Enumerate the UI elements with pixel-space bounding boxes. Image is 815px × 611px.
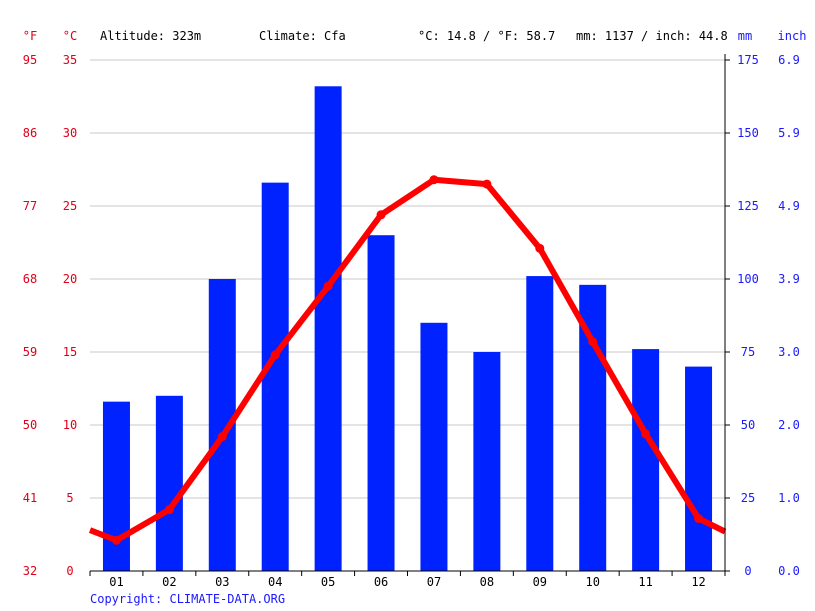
celsius-tick-label: 30 <box>63 126 77 140</box>
x-tick-label: 07 <box>427 575 441 589</box>
x-tick-label: 02 <box>162 575 176 589</box>
temperature-point <box>588 337 598 347</box>
mm-tick-label: 175 <box>737 53 759 67</box>
temperature-point <box>535 243 545 253</box>
x-tick-label: 09 <box>533 575 547 589</box>
mm-unit: mm <box>738 29 752 43</box>
precipitation-bar <box>579 284 607 571</box>
x-tick-label: 06 <box>374 575 388 589</box>
mm-tick-label: 100 <box>737 272 759 286</box>
fahrenheit-unit: °F <box>23 29 37 43</box>
temperature-point <box>429 175 439 185</box>
inch-tick-label: 2.0 <box>778 418 800 432</box>
fahrenheit-tick-label: 32 <box>23 564 37 578</box>
precipitation-bar <box>526 276 554 571</box>
mm-tick-label: 0 <box>744 564 751 578</box>
precipitation-bar <box>261 182 289 571</box>
x-tick-label: 01 <box>109 575 123 589</box>
temperature-point <box>376 210 386 220</box>
celsius-tick-label: 20 <box>63 272 77 286</box>
temperature-point <box>270 350 280 360</box>
inch-tick-label: 1.0 <box>778 491 800 505</box>
celsius-tick-label: 0 <box>66 564 73 578</box>
celsius-unit: °C <box>63 29 77 43</box>
x-tick-label: 08 <box>480 575 494 589</box>
temperature-point <box>217 432 227 442</box>
mm-tick-label: 125 <box>737 199 759 213</box>
temperature-average: °C: 14.8 / °F: 58.7 <box>418 29 555 43</box>
fahrenheit-tick-label: 86 <box>23 126 37 140</box>
fahrenheit-tick-label: 68 <box>23 272 37 286</box>
altitude-label: Altitude: 323m <box>100 29 201 43</box>
x-tick-label: 12 <box>691 575 705 589</box>
precipitation-bars <box>102 86 713 571</box>
inch-tick-label: 0.0 <box>778 564 800 578</box>
precipitation-bar <box>632 349 660 571</box>
header: °F °C Altitude: 323m Climate: Cfa °C: 14… <box>23 29 807 43</box>
temperature-point <box>482 179 492 189</box>
precipitation-bar <box>367 235 395 571</box>
mm-tick-label: 75 <box>741 345 755 359</box>
temperature-point <box>641 429 651 439</box>
grid-lines <box>90 59 725 499</box>
fahrenheit-tick-label: 59 <box>23 345 37 359</box>
precipitation-bar <box>102 401 130 571</box>
precipitation-total: mm: 1137 / inch: 44.8 <box>576 29 728 43</box>
fahrenheit-tick-label: 50 <box>23 418 37 432</box>
x-tick-label: 10 <box>585 575 599 589</box>
x-tick-label: 04 <box>268 575 282 589</box>
fahrenheit-tick-label: 95 <box>23 53 37 67</box>
celsius-tick-label: 15 <box>63 345 77 359</box>
copyright-link[interactable]: Copyright: CLIMATE-DATA.ORG <box>90 592 286 606</box>
x-tick-label: 03 <box>215 575 229 589</box>
celsius-tick-label: 35 <box>63 53 77 67</box>
mm-tick-label: 150 <box>737 126 759 140</box>
precipitation-bar <box>473 352 501 571</box>
mm-tick-label: 25 <box>741 491 755 505</box>
inch-tick-label: 4.9 <box>778 199 800 213</box>
precipitation-bar <box>155 395 183 571</box>
celsius-tick-label: 25 <box>63 199 77 213</box>
temperature-line <box>88 175 727 545</box>
temperature-point <box>323 281 333 291</box>
fahrenheit-tick-label: 41 <box>23 491 37 505</box>
precipitation-bar <box>685 366 713 571</box>
inch-tick-label: 3.0 <box>778 345 800 359</box>
celsius-tick-label: 5 <box>66 491 73 505</box>
precipitation-bar <box>420 322 448 571</box>
temperature-point <box>164 505 174 515</box>
celsius-tick-label: 10 <box>63 418 77 432</box>
axes: 01 02 03 04 05 06 07 08 09 10 11 12 32 0 41 5 50 10 59 15 68… <box>23 53 800 589</box>
temperature-series-line <box>88 176 727 544</box>
temperature-point <box>694 513 704 523</box>
inch-tick-label: 5.9 <box>778 126 800 140</box>
inch-tick-label: 6.9 <box>778 53 800 67</box>
x-tick-label: 05 <box>321 575 335 589</box>
mm-tick-label: 50 <box>741 418 755 432</box>
inch-tick-label: 3.9 <box>778 272 800 286</box>
climate-label: Climate: Cfa <box>259 29 346 43</box>
temperature-point <box>111 535 121 545</box>
fahrenheit-tick-label: 77 <box>23 199 37 213</box>
inch-unit: inch <box>778 29 807 43</box>
x-tick-label: 11 <box>638 575 652 589</box>
precipitation-bar <box>314 86 342 571</box>
